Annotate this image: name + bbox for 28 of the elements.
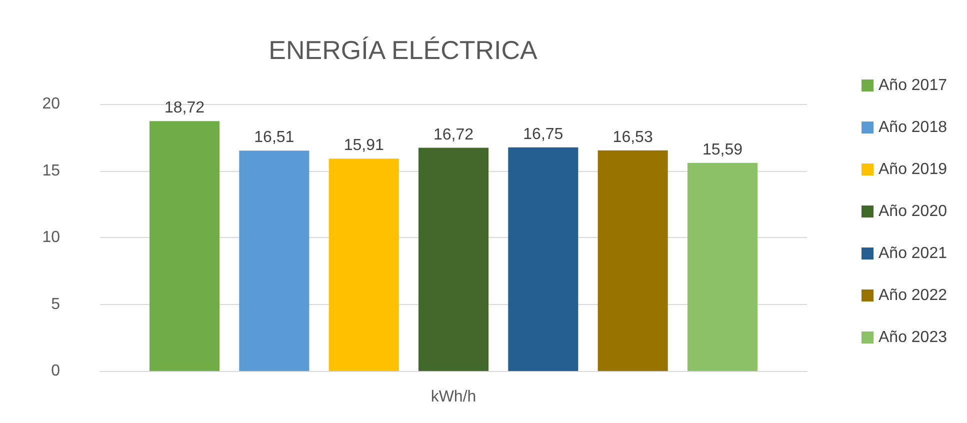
y-tick-label: 15 [42,162,60,180]
x-tick-label: kWh/h [430,388,476,406]
legend-label: Año 2019 [878,161,948,178]
bar [598,150,668,371]
chart-title: ENERGÍA ELÉCTRICA [268,35,538,65]
bar [239,150,310,371]
legend-label: Año 2017 [878,77,948,94]
y-tick-label: 10 [42,229,60,246]
data-label: 15,59 [702,141,743,158]
data-label: 18,72 [164,100,205,117]
y-tick-label: 0 [51,362,60,380]
y-tick-label: 5 [51,296,60,313]
bar [687,162,758,371]
legend-label: Año 2023 [878,329,948,346]
legend-label: Año 2018 [878,119,948,136]
legend-label: Año 2022 [878,287,948,304]
legend-label: Año 2020 [878,203,948,220]
data-label: 15,91 [344,137,384,154]
bar [149,121,220,371]
data-label: 16,72 [433,126,474,144]
bar [508,147,578,371]
data-label: 16,75 [523,126,564,143]
bar [328,158,399,371]
y-tick-label: 20 [42,96,60,112]
data-label: 16,51 [254,129,294,146]
legend-label: Año 2021 [878,245,948,262]
bar [418,148,489,371]
data-label: 16,53 [612,128,653,146]
